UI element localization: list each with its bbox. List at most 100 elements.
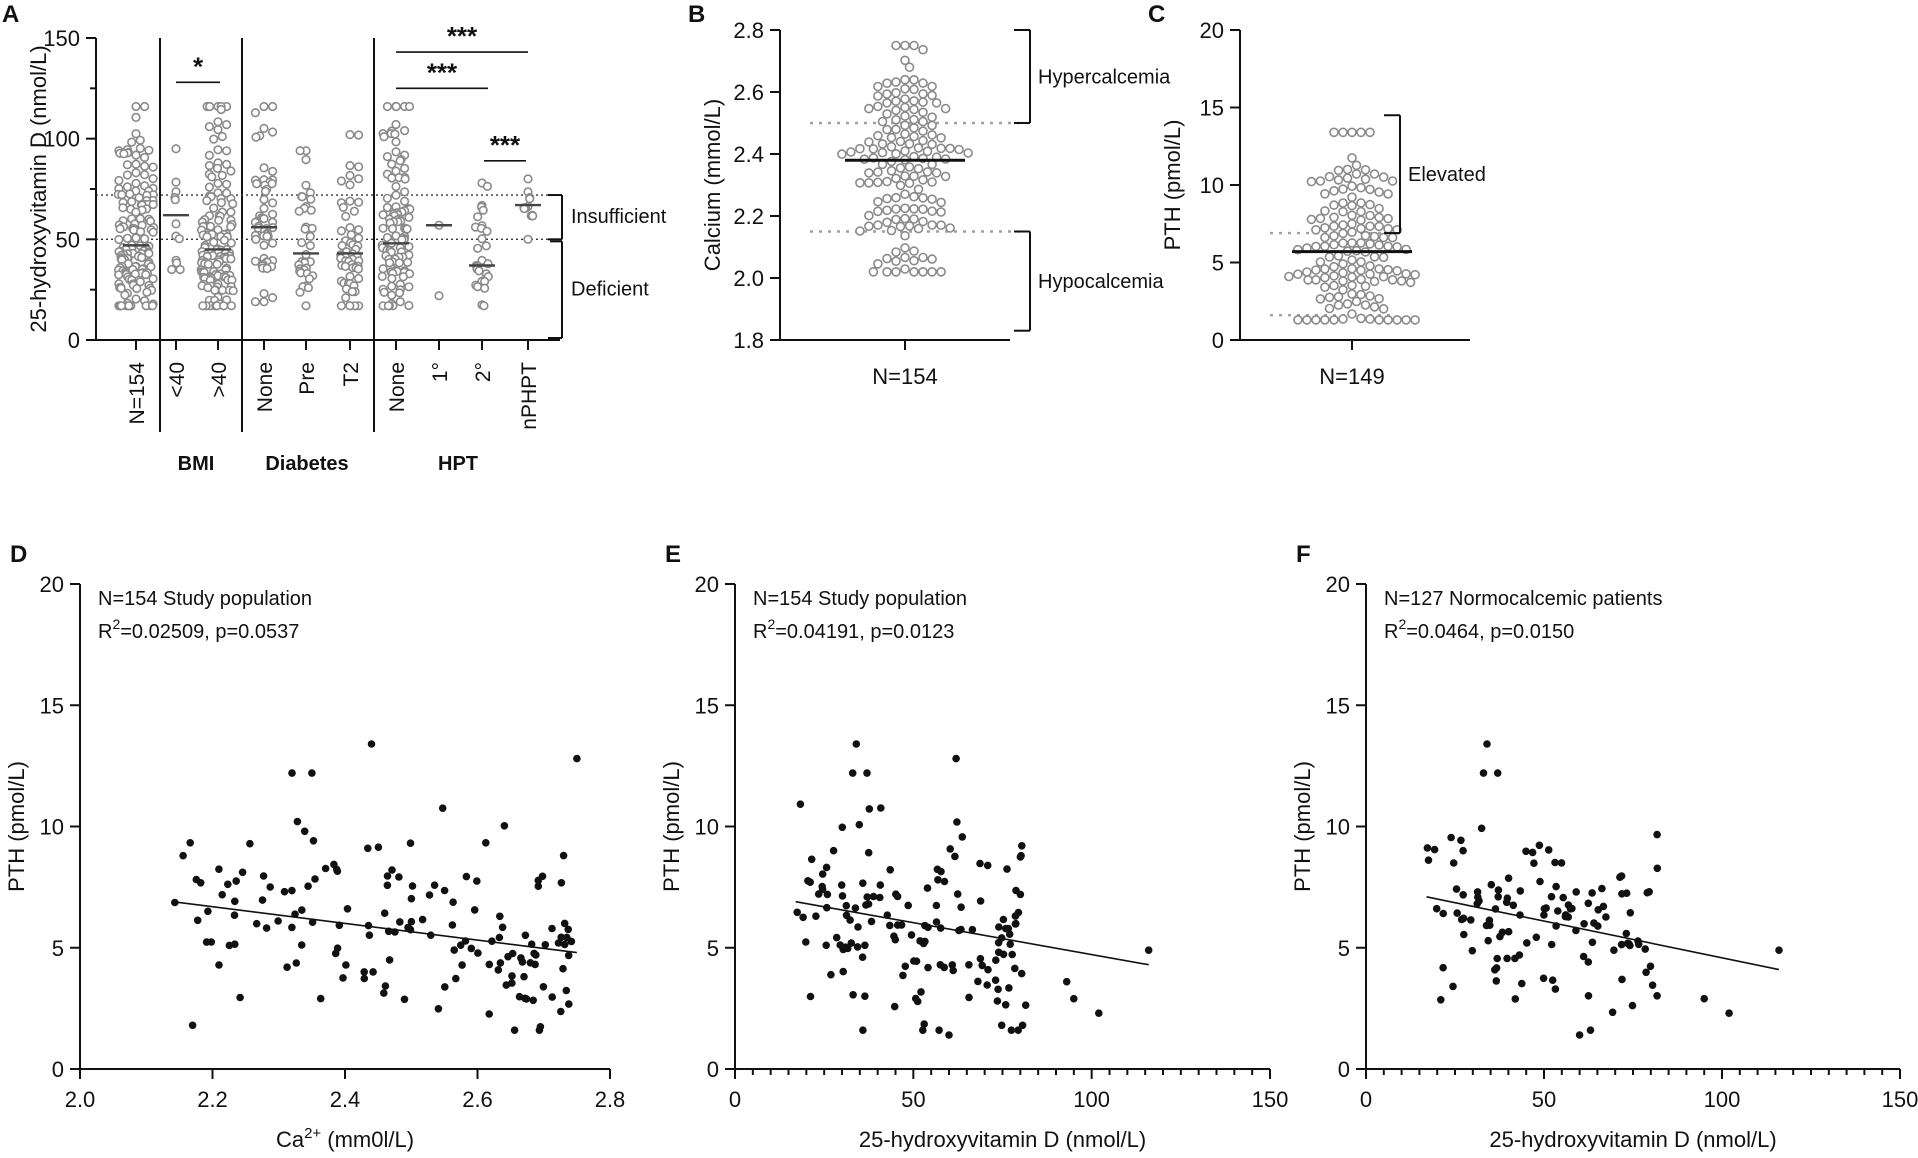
data-point [932, 901, 941, 910]
B-dot-point [891, 40, 901, 51]
data-point [259, 872, 268, 880]
B-dot-point [913, 143, 924, 153]
x-axis-label-main: Ca [276, 1127, 305, 1152]
y-tick-label: 15 [695, 693, 719, 718]
B-dot-point [873, 206, 883, 217]
category-label: >40 [208, 362, 231, 398]
B-dot-point [954, 144, 964, 155]
data-point [238, 868, 247, 877]
y-tick-label: 20 [40, 572, 64, 597]
x-tick-label: 0 [1360, 1087, 1372, 1112]
data-point [1003, 865, 1011, 873]
B-dot-point [931, 98, 942, 108]
data-point [518, 958, 527, 966]
group-5-point [345, 170, 355, 181]
data-point [1018, 842, 1026, 850]
group-0-point [117, 190, 127, 200]
data-point [380, 989, 388, 997]
data-point [1002, 924, 1010, 933]
panel-title: N=154 Study population [753, 588, 967, 610]
data-point [847, 939, 856, 947]
B-dot-point [927, 139, 937, 150]
group-5-point [347, 287, 357, 297]
B-dot-point [927, 120, 937, 131]
data-point [548, 924, 556, 933]
y-tick-label: 20 [1326, 572, 1350, 597]
data-point [863, 769, 871, 777]
data-point [1460, 930, 1468, 939]
group-2-point [222, 119, 232, 130]
data-point [1484, 936, 1492, 945]
data-point [976, 897, 985, 905]
data-point [218, 890, 226, 899]
group-0-point [131, 207, 141, 217]
data-point [288, 886, 296, 895]
fit-statistics: R2=0.0464, p=0.0150 [1384, 616, 1574, 643]
panel-label: D [10, 541, 27, 568]
data-point [440, 886, 449, 895]
y-tick-label: 5 [52, 936, 64, 961]
group-4-point [301, 180, 311, 190]
data-point [1468, 946, 1477, 955]
C-dot-point [1356, 265, 1366, 276]
data-point [331, 949, 340, 958]
group-2-point [204, 182, 214, 192]
data-point [548, 993, 556, 1001]
C-dot-point [1356, 313, 1366, 324]
data-point [449, 898, 457, 906]
data-point [1552, 882, 1560, 891]
data-point [958, 833, 967, 841]
data-point [1511, 995, 1520, 1003]
y-tick-label: 10 [1326, 815, 1350, 840]
data-point [1653, 992, 1661, 1000]
C-dot-point [1360, 165, 1371, 175]
data-point [999, 950, 1008, 959]
B-dot-point [927, 266, 937, 277]
data-point [1492, 977, 1501, 985]
group-0-point [140, 170, 150, 180]
fit-stat-rest: =0.02509, p=0.0537 [120, 621, 299, 643]
data-point [1006, 940, 1014, 948]
C-dot-point [1338, 314, 1348, 324]
C-dot-point [1347, 238, 1357, 248]
C-dot-point [1306, 176, 1317, 187]
data-point [983, 861, 992, 870]
B-dot-point [891, 105, 901, 116]
group-3-point [259, 194, 269, 205]
data-point [365, 931, 374, 939]
data-point [1642, 968, 1650, 977]
B-dot-point [882, 124, 892, 135]
panel-c: C 0 5 10 15 20 PTH (pmol/L) N=149 Elevated [1148, 1, 1486, 389]
group-1-point [171, 144, 181, 154]
data-point [978, 961, 986, 970]
B-dot-point [891, 266, 901, 277]
data-point [822, 941, 830, 950]
data-point [1523, 939, 1531, 947]
C-dot-point [1338, 206, 1348, 217]
C-dot-point [1387, 176, 1398, 186]
C-dot-point [1347, 210, 1357, 221]
group-6-point [394, 258, 404, 268]
panel-title: N=127 Normocalcemic patients [1384, 588, 1662, 610]
group-2-point [219, 301, 229, 311]
data-point [940, 963, 948, 972]
C-dot-point [1315, 176, 1326, 186]
x-category-label: N=149 [1319, 364, 1384, 389]
C-dot-point [1342, 164, 1353, 175]
data-point [993, 997, 1002, 1005]
group-0-point [131, 168, 141, 178]
C-dot-point [1383, 213, 1393, 224]
data-point [814, 890, 823, 898]
B-dot-point [945, 223, 955, 233]
B-dot-point [936, 266, 946, 277]
data-point [1588, 889, 1596, 897]
group-6-point [404, 101, 415, 112]
C-dot-point [1378, 303, 1389, 314]
group-2-point [222, 146, 232, 156]
group-5-point [354, 174, 364, 184]
group-3-point [262, 263, 272, 274]
data-point [1453, 909, 1461, 917]
group-2-point [207, 172, 217, 182]
panel-title: N=154 Study population [98, 588, 312, 610]
data-point [1011, 912, 1020, 920]
